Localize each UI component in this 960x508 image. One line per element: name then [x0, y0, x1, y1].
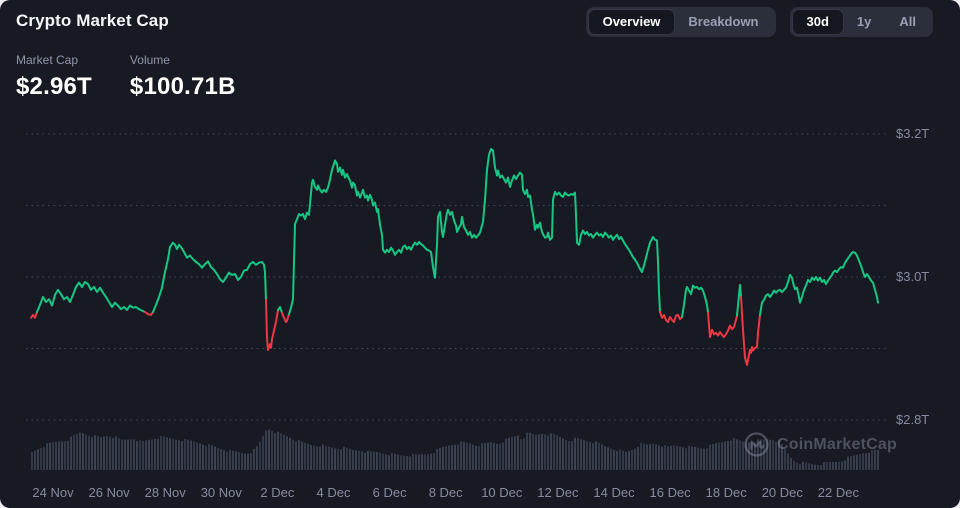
- gridlines: [26, 133, 886, 421]
- x-axis-label: 4 Dec: [316, 485, 351, 500]
- header-toggles: Overview Breakdown 30d 1y All: [585, 7, 933, 37]
- range-30d-button[interactable]: 30d: [792, 10, 843, 34]
- x-axis-label: 28 Nov: [144, 485, 186, 500]
- market-cap-value: $2.96T: [16, 73, 92, 100]
- view-toggle: Overview Breakdown: [585, 7, 776, 37]
- range-all-button[interactable]: All: [885, 10, 930, 34]
- page-title: Crypto Market Cap: [16, 11, 169, 30]
- line-segment-up: [681, 284, 709, 318]
- x-axis-label: 14 Dec: [593, 485, 635, 500]
- x-axis-label: 6 Dec: [372, 485, 407, 500]
- line-segment-up: [152, 241, 267, 313]
- line-segment-down: [707, 311, 738, 339]
- x-axis-label: 18 Dec: [705, 485, 747, 500]
- volume-stat: Volume $100.71B: [130, 53, 236, 101]
- tab-breakdown[interactable]: Breakdown: [674, 10, 772, 34]
- x-axis-label: 30 Nov: [200, 485, 242, 500]
- y-axis-label: $2.8T: [896, 412, 930, 427]
- line-segment-down: [740, 296, 761, 366]
- volume-bars[interactable]: [31, 429, 879, 471]
- y-axis-label: $3.2T: [896, 126, 930, 141]
- tab-overview[interactable]: Overview: [588, 10, 675, 34]
- x-axis-label: 2 Dec: [260, 485, 295, 500]
- volume-label: Volume: [129, 53, 170, 67]
- volume-value: $100.71B: [129, 73, 236, 100]
- x-axis-label: 22 Dec: [817, 485, 859, 500]
- stats-row: Market Cap $2.96T Volume $100.71B: [16, 53, 236, 101]
- line-segment-down: [144, 311, 154, 316]
- market-cap-label: Market Cap: [16, 53, 79, 67]
- line-segment-down: [281, 311, 290, 323]
- x-axis-label: 16 Dec: [649, 485, 691, 500]
- x-axis-label: 10 Dec: [481, 485, 523, 500]
- x-axis-label: 8 Dec: [428, 485, 463, 500]
- line-segment-down: [30, 311, 38, 319]
- market-cap-line: [30, 148, 879, 366]
- line-segment-down: [659, 311, 683, 323]
- line-segment-up: [759, 251, 879, 316]
- line-segment-up: [277, 306, 283, 314]
- y-axis-label: $3.0T: [896, 269, 930, 284]
- x-axis-label: 24 Nov: [32, 485, 74, 500]
- x-axis-label: 20 Dec: [761, 485, 803, 500]
- market-cap-stat: Market Cap $2.96T: [16, 53, 92, 101]
- range-toggle: 30d 1y All: [789, 7, 933, 37]
- line-segment-down: [265, 298, 279, 351]
- line-segment-up: [736, 283, 742, 317]
- line-segment-up: [36, 281, 146, 313]
- range-1y-button[interactable]: 1y: [843, 10, 885, 34]
- x-axis-label: 26 Nov: [88, 485, 130, 500]
- line-segment-up: [288, 148, 661, 316]
- x-axis-label: 12 Dec: [537, 485, 579, 500]
